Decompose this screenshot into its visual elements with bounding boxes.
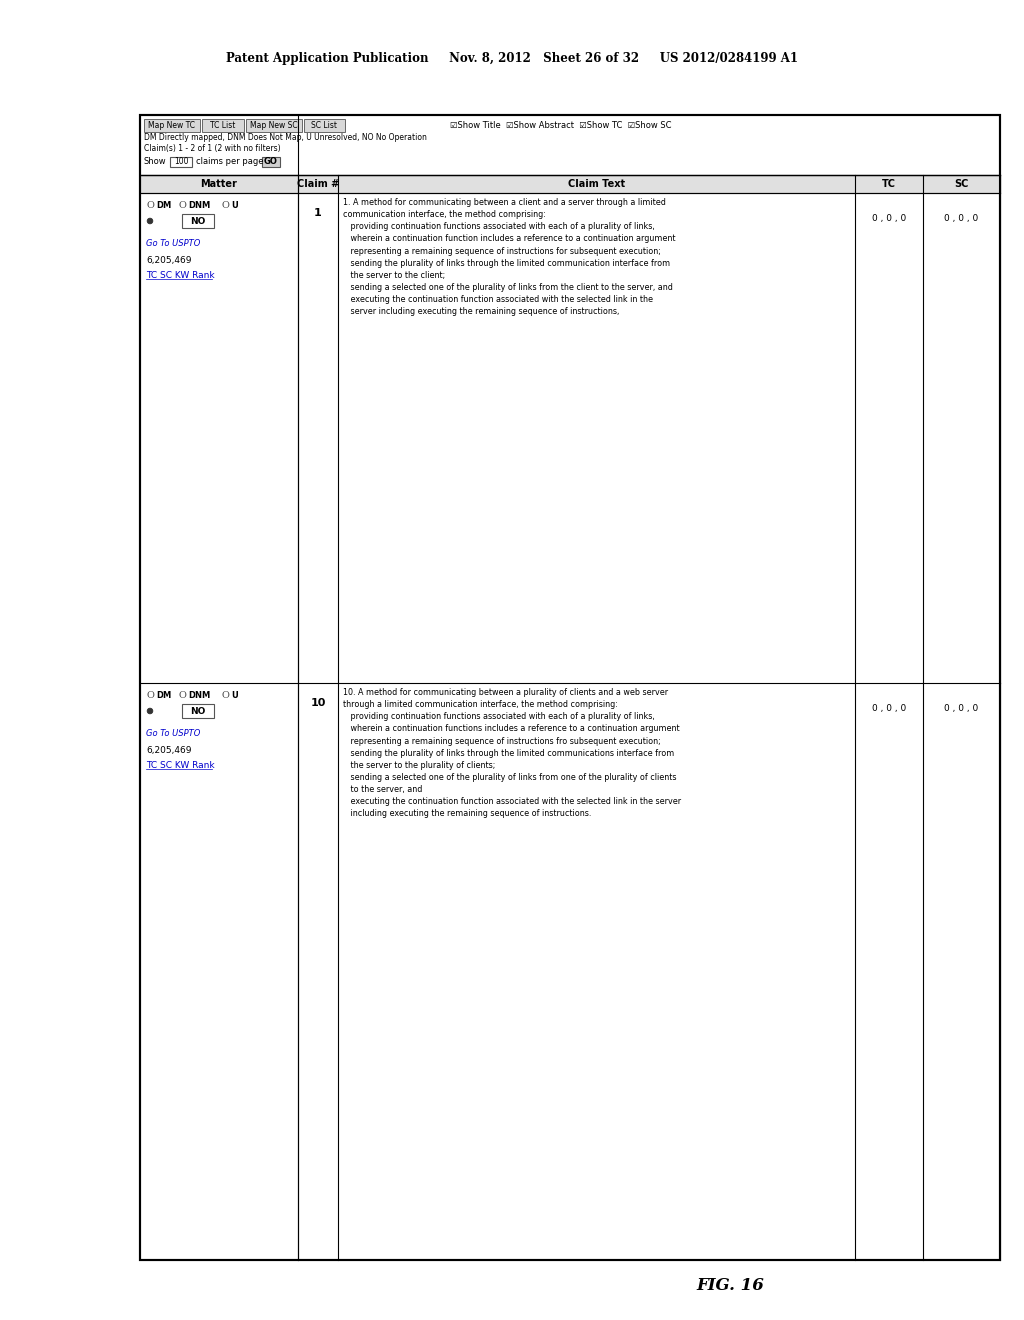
Text: 100: 100 — [174, 157, 188, 166]
Text: Go To USPTO: Go To USPTO — [146, 239, 201, 248]
Text: O: O — [221, 202, 229, 210]
Text: DM Directly mapped, DNM Does Not Map, U Unresolved, NO No Operation: DM Directly mapped, DNM Does Not Map, U … — [144, 132, 427, 141]
Text: Show: Show — [144, 157, 167, 165]
Text: GO: GO — [264, 157, 278, 166]
Text: NO: NO — [190, 706, 206, 715]
Text: 1: 1 — [314, 209, 322, 218]
Text: 0 , 0 , 0: 0 , 0 , 0 — [871, 214, 906, 223]
Text: 0 , 0 , 0: 0 , 0 , 0 — [944, 214, 979, 223]
Text: TC SC KW Rank: TC SC KW Rank — [146, 760, 215, 770]
Bar — [140, 176, 1000, 193]
Text: O: O — [221, 692, 229, 701]
Bar — [303, 119, 345, 132]
Bar — [182, 214, 214, 228]
Text: 6,205,469: 6,205,469 — [146, 256, 191, 265]
Text: 10: 10 — [310, 698, 326, 708]
Text: DNM: DNM — [188, 202, 210, 210]
Text: Claim(s) 1 - 2 of 1 (2 with no filters): Claim(s) 1 - 2 of 1 (2 with no filters) — [144, 144, 281, 153]
Text: 10. A method for communicating between a plurality of clients and a web server
t: 10. A method for communicating between a… — [343, 688, 681, 818]
Text: DM: DM — [156, 202, 171, 210]
Bar — [202, 119, 244, 132]
Text: O: O — [146, 692, 154, 701]
Bar — [262, 157, 280, 168]
Text: Patent Application Publication     Nov. 8, 2012   Sheet 26 of 32     US 2012/028: Patent Application Publication Nov. 8, 2… — [226, 51, 798, 65]
Text: Map New TC: Map New TC — [148, 121, 196, 129]
Text: DM: DM — [156, 692, 171, 701]
Circle shape — [147, 218, 153, 224]
Text: ☑Show Title  ☑Show Abstract  ☑Show TC  ☑Show SC: ☑Show Title ☑Show Abstract ☑Show TC ☑Sho… — [450, 120, 672, 129]
Bar — [144, 119, 200, 132]
Text: 1. A method for communicating between a client and a server through a limited
co: 1. A method for communicating between a … — [343, 198, 676, 317]
Text: DNM: DNM — [188, 692, 210, 701]
Text: O: O — [146, 202, 154, 210]
Text: Claim Text: Claim Text — [568, 180, 625, 189]
Circle shape — [147, 709, 153, 714]
Bar — [140, 115, 1000, 1261]
Text: 6,205,469: 6,205,469 — [146, 747, 191, 755]
Text: 0 , 0 , 0: 0 , 0 , 0 — [944, 704, 979, 713]
Text: SC: SC — [954, 180, 969, 189]
Text: FIG. 16: FIG. 16 — [696, 1276, 764, 1294]
Bar — [246, 119, 302, 132]
Text: U: U — [231, 202, 238, 210]
Bar — [170, 157, 193, 168]
Text: 0 , 0 , 0: 0 , 0 , 0 — [871, 704, 906, 713]
Text: Map New SC: Map New SC — [250, 121, 297, 129]
Text: O: O — [178, 202, 186, 210]
Text: Claim #: Claim # — [297, 180, 339, 189]
Text: TC SC KW Rank: TC SC KW Rank — [146, 271, 215, 280]
Text: O: O — [178, 692, 186, 701]
Text: Matter: Matter — [201, 180, 238, 189]
Bar — [140, 115, 1000, 1261]
Text: SC List: SC List — [311, 121, 337, 129]
Text: Go To USPTO: Go To USPTO — [146, 729, 201, 738]
Text: TC List: TC List — [210, 121, 236, 129]
Text: NO: NO — [190, 216, 206, 226]
Text: claims per page: claims per page — [196, 157, 263, 165]
Bar — [182, 704, 214, 718]
Text: TC: TC — [882, 180, 896, 189]
Text: U: U — [231, 692, 238, 701]
